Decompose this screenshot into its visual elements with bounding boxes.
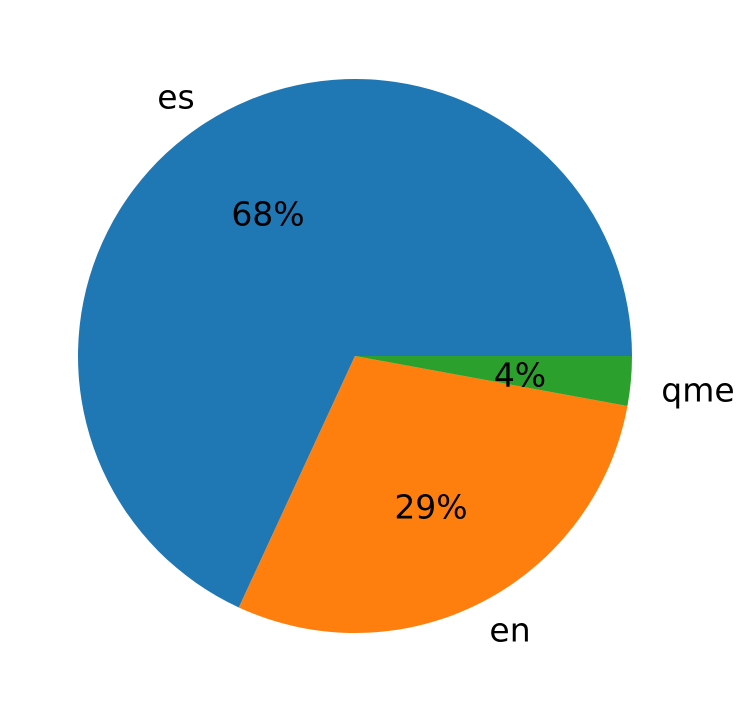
pie-percentage-es: 68% xyxy=(231,195,304,234)
pie-slice-es xyxy=(77,79,633,608)
pie-wedge-group xyxy=(77,79,633,633)
pie-slice-qme xyxy=(355,356,632,407)
pie-percentage-qme: 4% xyxy=(494,356,546,395)
pie-label-en: en xyxy=(489,611,530,650)
pie-percentage-label-group: 68% 29% 4% xyxy=(231,195,546,527)
pie-slice-en xyxy=(238,356,628,633)
pie-percentage-en: 29% xyxy=(394,488,467,527)
pie-category-label-group: es en qme xyxy=(157,78,734,650)
pie-label-qme: qme xyxy=(661,371,734,410)
pie-label-es: es xyxy=(157,78,195,117)
